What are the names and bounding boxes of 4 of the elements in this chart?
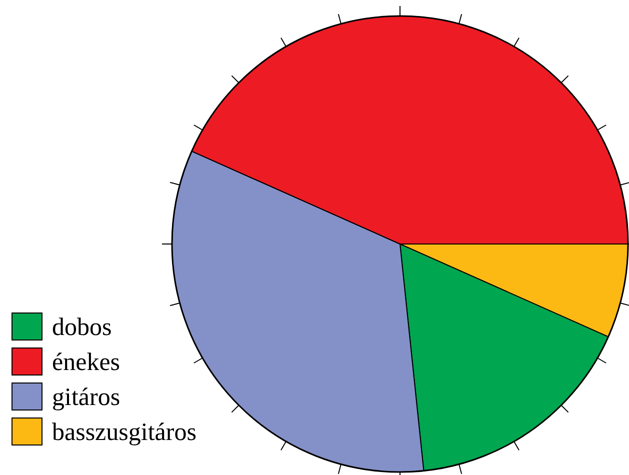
legend-label: basszusgitáros (52, 419, 196, 446)
legend-label: dobos (52, 314, 112, 341)
legend-label: énekes (52, 349, 120, 376)
legend-label: gitáros (52, 384, 120, 411)
